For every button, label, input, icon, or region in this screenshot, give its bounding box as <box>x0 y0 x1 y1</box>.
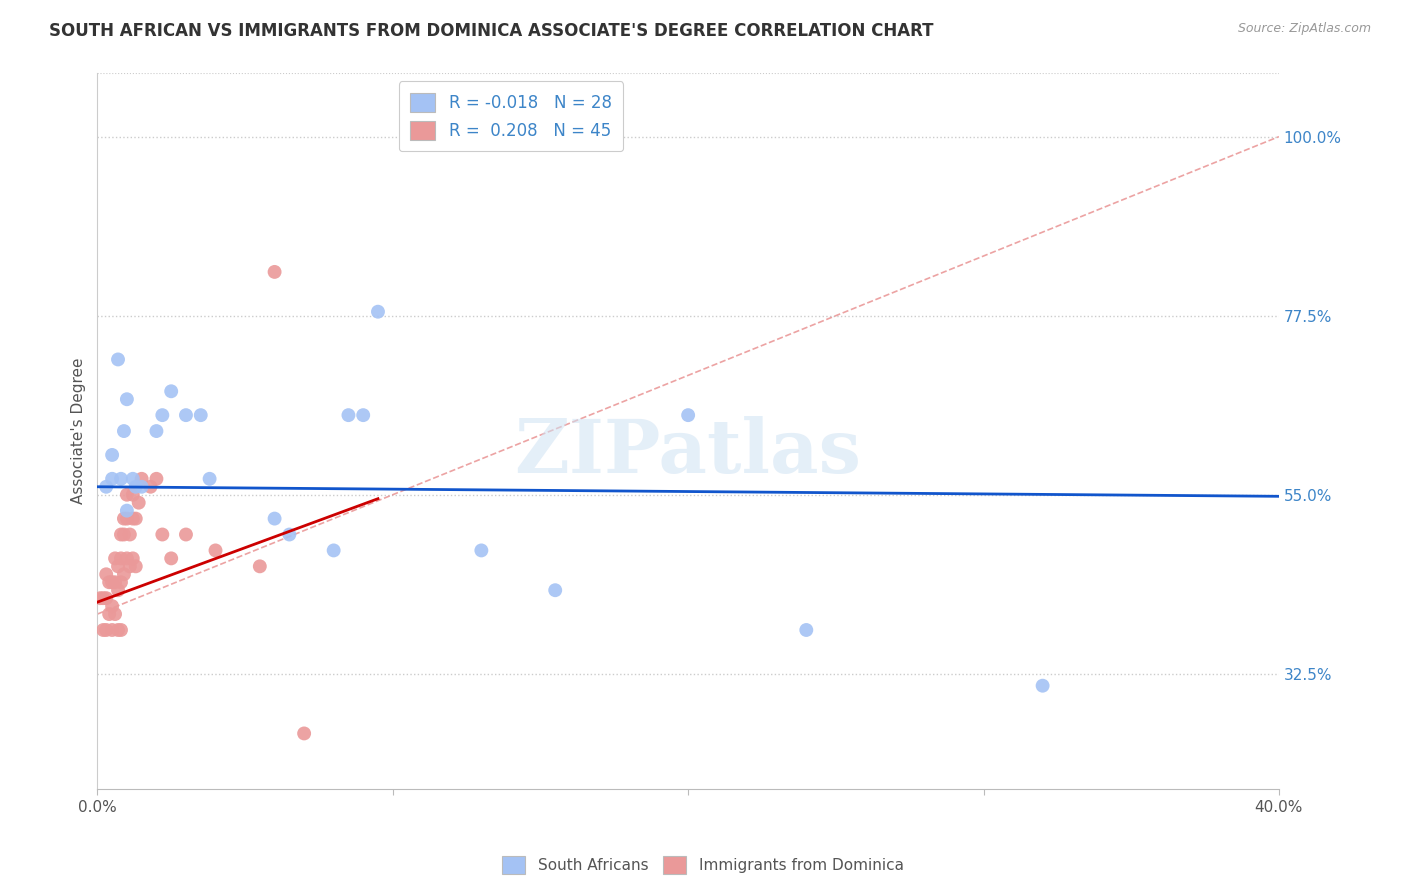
Point <box>98 607 121 621</box>
Point <box>101 448 124 462</box>
Point <box>110 575 132 590</box>
Point <box>352 408 374 422</box>
Point <box>131 472 153 486</box>
Point <box>174 408 197 422</box>
Y-axis label: Associate's Degree: Associate's Degree <box>72 358 86 504</box>
Point <box>367 304 389 318</box>
Point <box>96 480 118 494</box>
Point <box>121 551 143 566</box>
Point <box>112 511 135 525</box>
Point <box>263 265 285 279</box>
Point <box>278 527 301 541</box>
Point <box>204 543 226 558</box>
Text: SOUTH AFRICAN VS IMMIGRANTS FROM DOMINICA ASSOCIATE'S DEGREE CORRELATION CHART: SOUTH AFRICAN VS IMMIGRANTS FROM DOMINIC… <box>49 22 934 40</box>
Point <box>125 511 148 525</box>
Point <box>104 551 127 566</box>
Point <box>110 623 132 637</box>
Legend: South Africans, Immigrants from Dominica: South Africans, Immigrants from Dominica <box>496 850 910 880</box>
Point <box>110 551 132 566</box>
Point <box>107 583 129 598</box>
Point <box>139 480 162 494</box>
Point <box>110 472 132 486</box>
Point <box>115 511 138 525</box>
Point <box>263 511 285 525</box>
Point <box>96 623 118 637</box>
Point <box>115 551 138 566</box>
Point <box>544 583 567 598</box>
Point <box>249 559 271 574</box>
Point <box>121 488 143 502</box>
Point <box>104 575 127 590</box>
Point <box>91 623 114 637</box>
Point <box>198 472 221 486</box>
Point <box>118 559 141 574</box>
Point <box>96 567 118 582</box>
Point <box>112 527 135 541</box>
Point <box>112 424 135 438</box>
Point <box>145 424 167 438</box>
Point <box>121 511 143 525</box>
Point <box>115 488 138 502</box>
Point <box>101 575 124 590</box>
Point <box>160 551 183 566</box>
Point <box>115 392 138 407</box>
Point <box>1032 679 1054 693</box>
Point <box>145 472 167 486</box>
Point <box>101 599 124 614</box>
Point <box>107 559 129 574</box>
Point <box>115 503 138 517</box>
Point <box>110 527 132 541</box>
Point <box>121 472 143 486</box>
Point <box>107 352 129 367</box>
Point <box>125 559 148 574</box>
Point <box>470 543 492 558</box>
Point <box>118 527 141 541</box>
Point <box>125 480 148 494</box>
Text: ZIPatlas: ZIPatlas <box>515 416 862 489</box>
Point <box>174 527 197 541</box>
Point <box>794 623 817 637</box>
Point <box>96 591 118 606</box>
Point <box>112 567 135 582</box>
Point <box>150 408 173 422</box>
Point <box>107 623 129 637</box>
Point <box>337 408 360 422</box>
Point <box>98 575 121 590</box>
Legend: R = -0.018   N = 28, R =  0.208   N = 45: R = -0.018 N = 28, R = 0.208 N = 45 <box>398 81 623 152</box>
Point <box>101 472 124 486</box>
Point <box>676 408 699 422</box>
Point <box>131 480 153 494</box>
Point <box>89 591 111 606</box>
Text: Source: ZipAtlas.com: Source: ZipAtlas.com <box>1237 22 1371 36</box>
Point <box>322 543 344 558</box>
Point <box>91 591 114 606</box>
Point <box>128 496 150 510</box>
Point <box>104 607 127 621</box>
Point <box>160 384 183 399</box>
Point <box>190 408 212 422</box>
Point <box>150 527 173 541</box>
Point <box>292 726 315 740</box>
Point <box>101 623 124 637</box>
